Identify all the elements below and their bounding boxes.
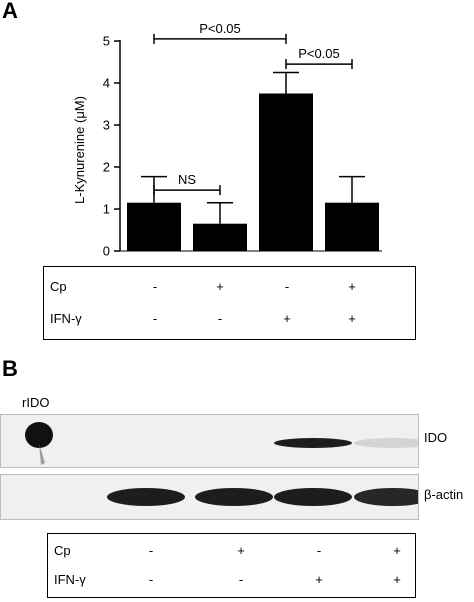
blot-band xyxy=(354,488,418,506)
actin-label: β-actin xyxy=(424,487,464,502)
actin-bands xyxy=(107,488,418,506)
blot-band xyxy=(274,438,352,448)
y-tick-label: 3 xyxy=(103,118,110,133)
rido-label: rIDO xyxy=(22,395,50,410)
significance-label: NS xyxy=(178,172,196,187)
actin-blot-strip xyxy=(0,474,419,520)
panel-b-ifn-sign: + xyxy=(315,572,323,587)
significance-annotations: NS P<0.05 P<0.05 xyxy=(153,21,353,196)
panel-a-ifn-sign: - xyxy=(217,311,223,326)
y-axis-label: L-Kynurenine (μM) xyxy=(72,96,87,204)
bar xyxy=(325,202,379,251)
panel-b-cp-sign: - xyxy=(316,543,322,558)
bar xyxy=(127,202,181,251)
panel-a-conditions-table: Cp IFN-γ - + - + - - + + xyxy=(43,266,416,340)
kynurenine-bar-chart: 0 1 2 3 4 5 L-Kynurenine (μM) NS P<0.05 P<0.05 xyxy=(72,21,382,259)
panel-a-ifn-sign: + xyxy=(348,311,356,326)
bar xyxy=(259,93,313,251)
panel-b-ifn-sign: - xyxy=(148,572,154,587)
rido-band-smear xyxy=(39,443,45,465)
panel-a-ifn-sign: + xyxy=(283,311,291,326)
panel-a-letter: A xyxy=(2,0,18,23)
ido-bands xyxy=(25,422,418,465)
panel-b-ifn-sign: + xyxy=(393,572,401,587)
y-tick-label: 4 xyxy=(103,76,110,91)
bar xyxy=(193,223,247,251)
ido-label: IDO xyxy=(424,430,448,445)
panel-a-cp-sign: + xyxy=(216,279,224,294)
blot-band xyxy=(274,488,352,506)
panel-b-cp-sign: - xyxy=(148,543,154,558)
panel-b-cp-sign: + xyxy=(237,543,245,558)
panel-b-cp-sign: + xyxy=(393,543,401,558)
blot-band xyxy=(107,488,185,506)
y-tick-label: 5 xyxy=(103,34,110,49)
panel-a-cp-label: Cp xyxy=(50,279,67,294)
significance-label: P<0.05 xyxy=(199,21,241,36)
bars xyxy=(120,71,382,252)
blot-band xyxy=(195,488,273,506)
panel-b-cp-label: Cp xyxy=(54,543,71,558)
y-axis: 0 1 2 3 4 5 xyxy=(103,34,121,259)
panel-b-ifn-label: IFN-γ xyxy=(54,572,86,587)
ido-blot-strip xyxy=(0,414,419,468)
y-tick-label: 2 xyxy=(103,160,110,175)
panel-b-letter: B xyxy=(2,356,18,381)
panel-a-ifn-sign: - xyxy=(152,311,158,326)
rido-band xyxy=(25,422,53,448)
panel-b-conditions-table: Cp IFN-γ - + - + - - + + xyxy=(47,533,416,598)
y-tick-label: 1 xyxy=(103,202,110,217)
panel-a-cp-sign: - xyxy=(152,279,158,294)
panel-a-ifn-label: IFN-γ xyxy=(50,311,82,326)
panel-b-ifn-sign: - xyxy=(238,572,244,587)
significance-label: P<0.05 xyxy=(298,46,340,61)
panel-a-cp-sign: + xyxy=(348,279,356,294)
panel-a-cp-sign: - xyxy=(284,279,290,294)
y-tick-label: 0 xyxy=(103,244,110,259)
blot-band xyxy=(354,438,418,448)
